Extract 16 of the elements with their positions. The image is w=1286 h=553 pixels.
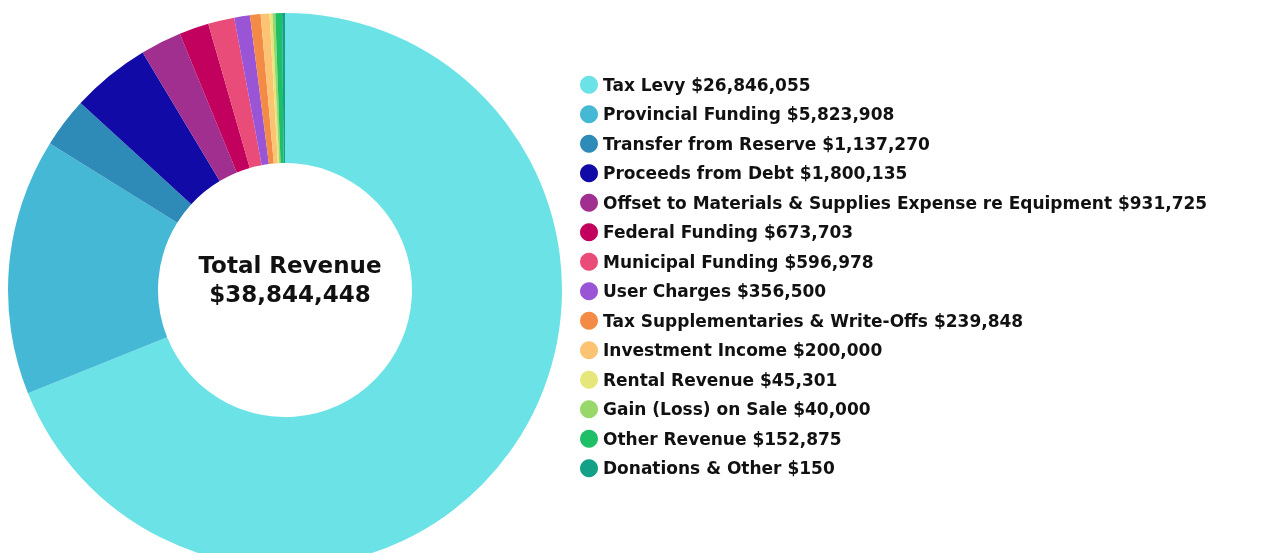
legend-label: Municipal Funding $596,978 — [603, 251, 874, 272]
legend-label: Offset to Materials & Supplies Expense re Equipment $931,725 — [603, 192, 1208, 213]
text: $38,844,448 — [209, 280, 371, 307]
legend-label: Provincial Funding $5,823,908 — [603, 104, 895, 125]
legend-label: Other Revenue $152,875 — [603, 428, 842, 449]
legend-label: User Charges $356,500 — [603, 281, 827, 302]
text: Total Revenue — [198, 251, 382, 278]
legend-label: Proceeds from Debt $1,800,135 — [603, 163, 908, 184]
legend-label: Federal Funding $673,703 — [603, 222, 854, 243]
legend-label: Tax Supplementaries & Write-Offs $239,848 — [603, 310, 1024, 331]
legend-label: Rental Revenue $45,301 — [603, 369, 838, 390]
legend-label: Donations & Other $150 — [603, 458, 835, 479]
legend-label: Transfer from Reserve $1,137,270 — [603, 133, 931, 154]
legend-label: Investment Income $200,000 — [603, 340, 883, 361]
legend-label: Gain (Loss) on Sale $40,000 — [603, 399, 871, 420]
legend-label: Tax Levy $26,846,055 — [603, 74, 811, 95]
